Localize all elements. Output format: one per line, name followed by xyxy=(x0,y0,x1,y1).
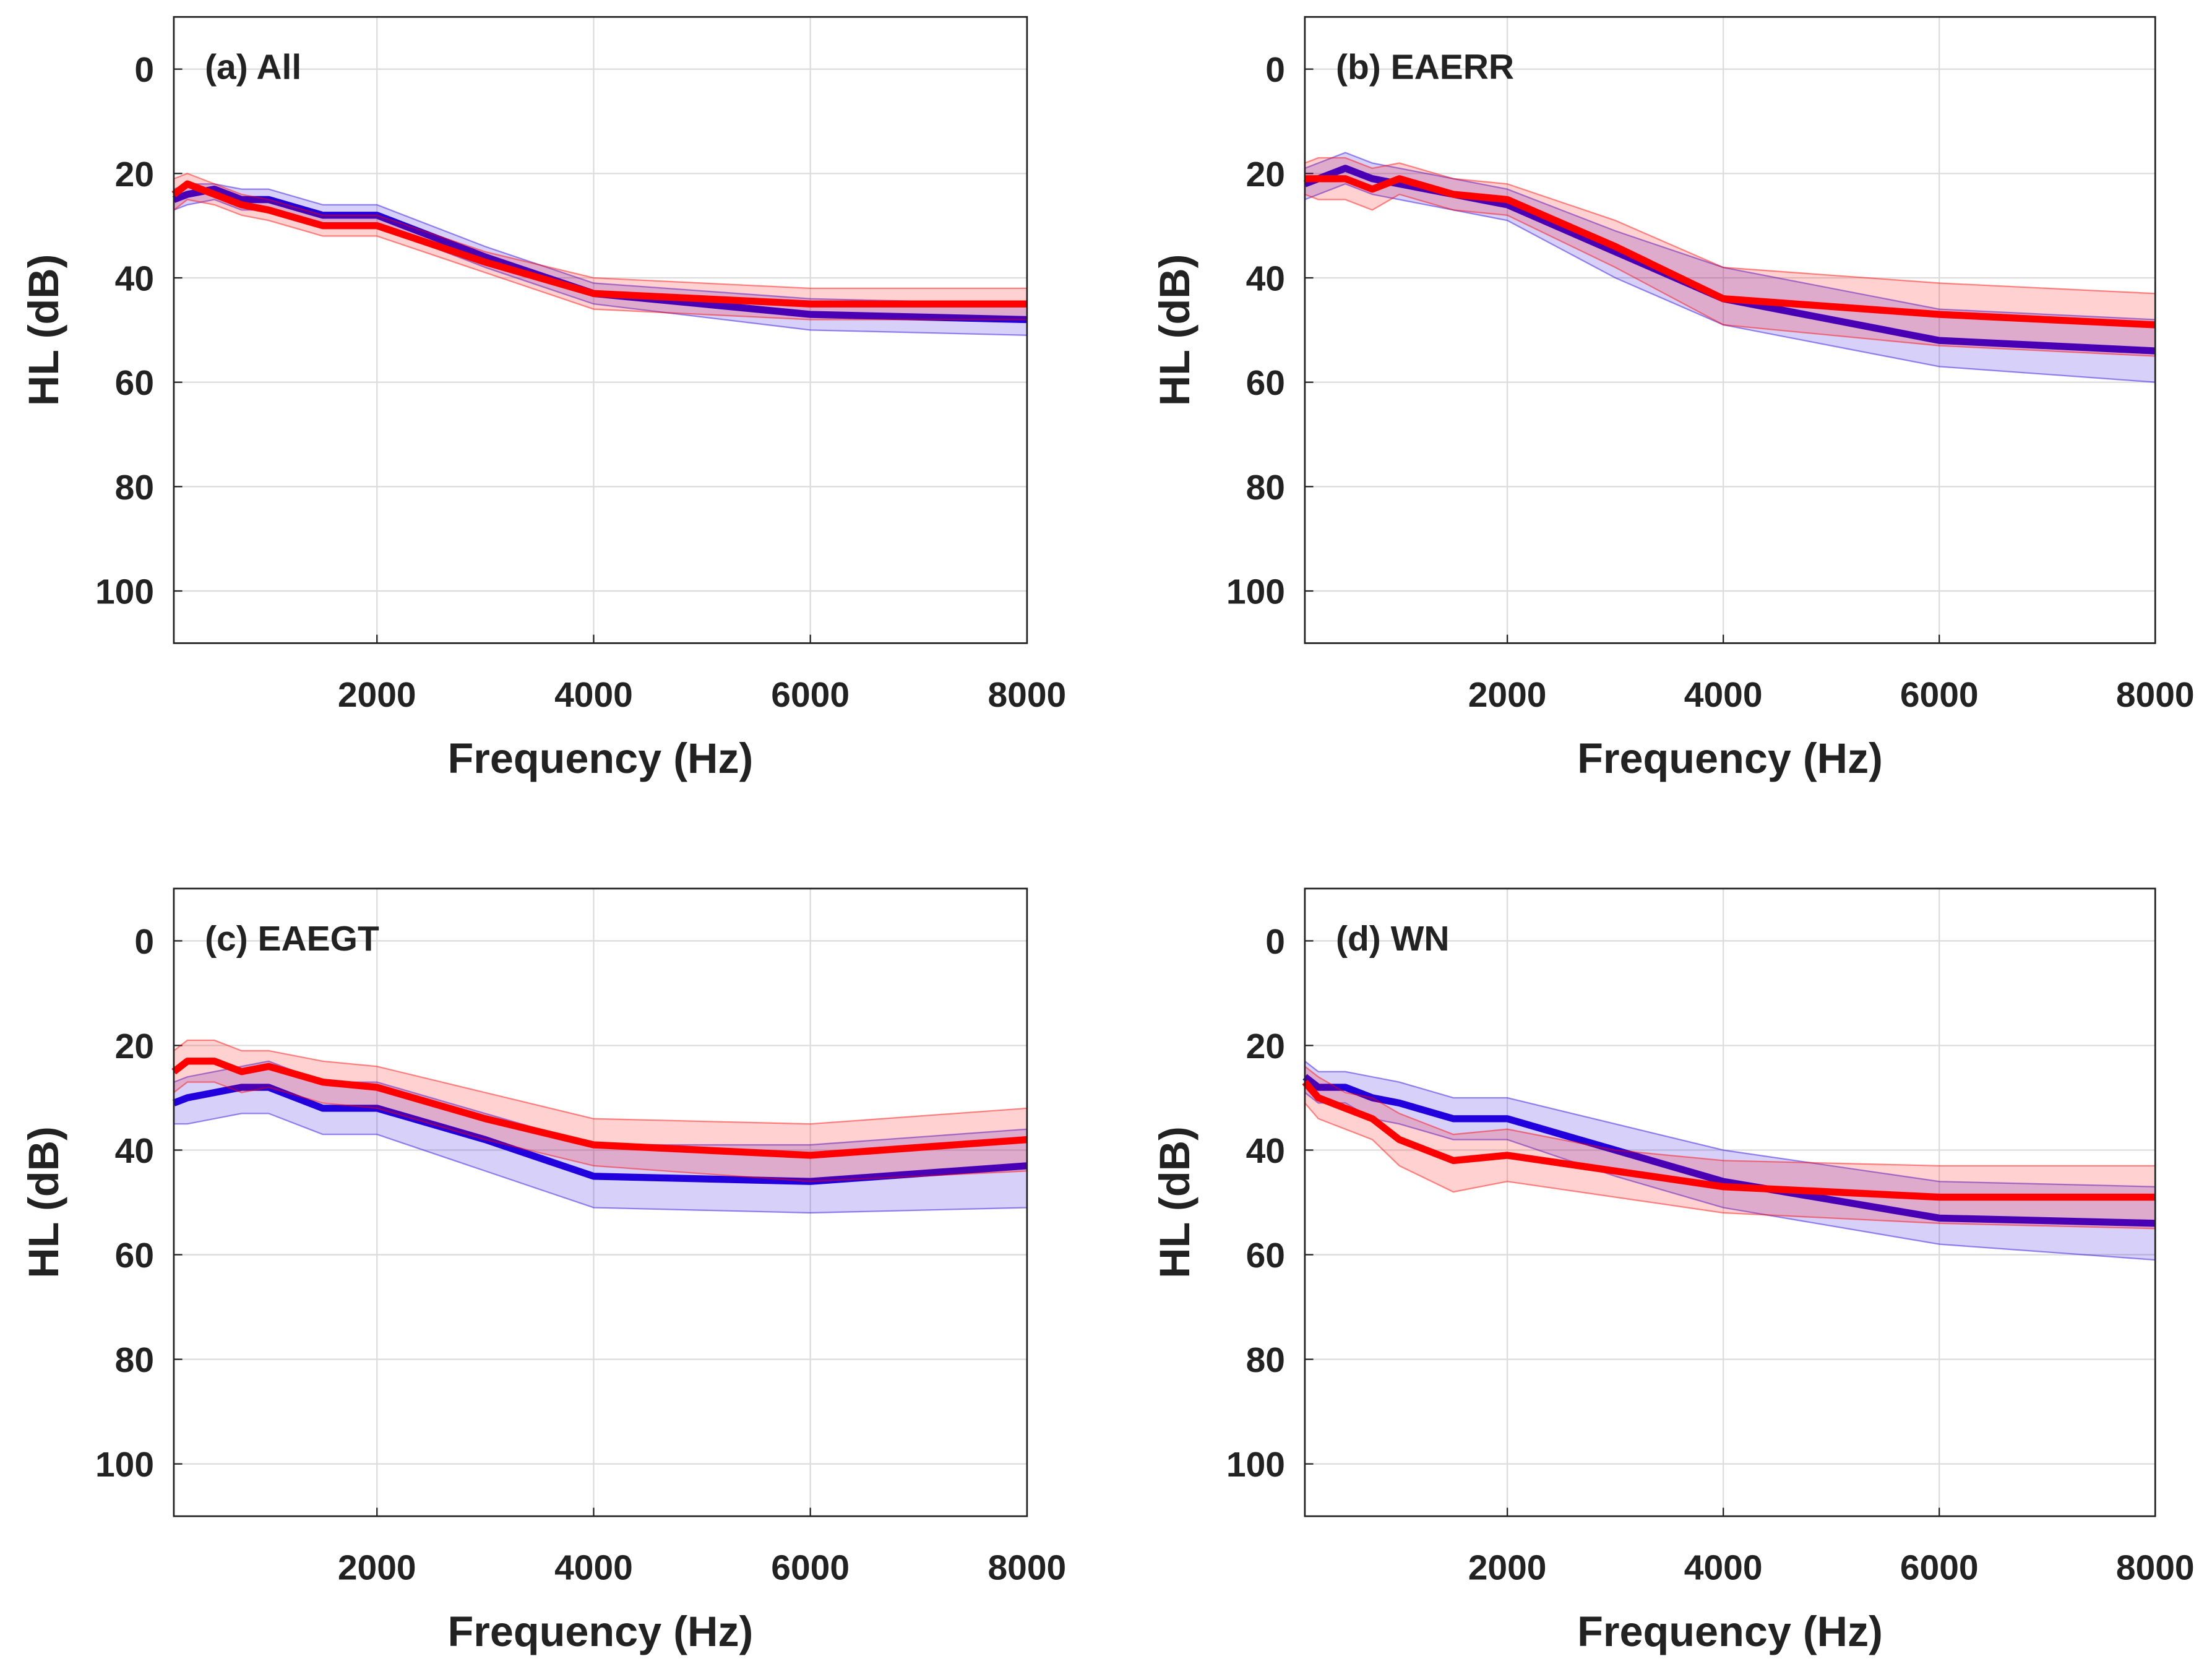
y-tick-label: 80 xyxy=(1246,468,1285,507)
y-tick-label: 0 xyxy=(1265,922,1285,962)
y-tick-label: 80 xyxy=(115,468,154,507)
x-tick-label: 8000 xyxy=(988,1548,1066,1588)
x-tick-label: 2000 xyxy=(1468,1548,1547,1588)
y-axis-label: HL (dB) xyxy=(1151,1126,1199,1278)
axes-box xyxy=(1304,15,2156,644)
panel-title: (d) WN xyxy=(1336,919,1449,959)
y-tick-label: 40 xyxy=(115,1131,154,1171)
x-tick-label: 8000 xyxy=(2116,675,2195,715)
x-tick-label: 2000 xyxy=(1468,675,1547,715)
x-tick-label: 8000 xyxy=(988,675,1066,715)
y-tick-label: 100 xyxy=(95,572,154,612)
x-axis-label: Frequency (Hz) xyxy=(448,1608,754,1655)
series-line xyxy=(171,180,1027,308)
axes-box xyxy=(1304,887,2156,1517)
y-tick-label: 20 xyxy=(1246,155,1285,194)
panel-title: (c) EAEGT xyxy=(205,919,379,959)
plot-area xyxy=(1304,888,2156,1517)
y-tick-label: 60 xyxy=(1246,1236,1285,1275)
y-tick-label: 40 xyxy=(1246,1131,1285,1171)
x-tick-label: 2000 xyxy=(338,675,416,715)
y-axis-label: HL (dB) xyxy=(1151,254,1199,407)
y-tick-label: 60 xyxy=(115,1236,154,1275)
plot-area xyxy=(173,888,1027,1517)
y-tick-label: 0 xyxy=(134,922,154,962)
axes-box xyxy=(173,15,1028,644)
x-tick-label: 6000 xyxy=(771,675,850,715)
y-tick-label: 20 xyxy=(115,1027,154,1066)
y-axis-label: HL (dB) xyxy=(20,254,67,407)
plot-area xyxy=(173,17,1027,644)
y-tick-label: 60 xyxy=(1246,363,1285,403)
x-tick-label: 6000 xyxy=(1900,675,1979,715)
x-axis-label: Frequency (Hz) xyxy=(1577,1608,1883,1655)
x-tick-label: 4000 xyxy=(1684,675,1763,715)
y-tick-label: 80 xyxy=(1246,1340,1285,1380)
x-tick-label: 8000 xyxy=(2116,1548,2195,1588)
panel-title: (b) EAERR xyxy=(1336,48,1514,87)
y-tick-label: 20 xyxy=(115,155,154,194)
x-tick-label: 4000 xyxy=(554,675,633,715)
y-tick-label: 0 xyxy=(134,50,154,90)
x-axis-label: Frequency (Hz) xyxy=(448,735,754,782)
y-tick-label: 100 xyxy=(1226,1445,1285,1485)
x-tick-label: 6000 xyxy=(771,1548,850,1588)
y-axis-label: HL (dB) xyxy=(20,1126,67,1278)
series-line xyxy=(171,1058,1028,1159)
x-axis-label: Frequency (Hz) xyxy=(1577,735,1883,782)
x-tick-label: 4000 xyxy=(554,1548,633,1588)
panel-title: (a) All xyxy=(205,48,301,87)
series-line xyxy=(172,1084,1028,1185)
x-tick-label: 6000 xyxy=(1900,1548,1979,1588)
series-line xyxy=(1302,1079,2156,1201)
y-tick-label: 60 xyxy=(115,363,154,403)
y-tick-label: 40 xyxy=(1246,259,1285,299)
series-line xyxy=(1304,175,2156,329)
y-tick-label: 0 xyxy=(1265,50,1285,90)
x-tick-label: 4000 xyxy=(1684,1548,1763,1588)
y-tick-label: 100 xyxy=(1226,572,1285,612)
y-tick-label: 20 xyxy=(1246,1027,1285,1066)
axes-box xyxy=(173,887,1028,1517)
y-tick-label: 40 xyxy=(115,259,154,299)
x-tick-label: 2000 xyxy=(338,1548,416,1588)
y-tick-label: 100 xyxy=(95,1445,154,1485)
plot-area xyxy=(1304,17,2156,644)
y-tick-label: 80 xyxy=(115,1340,154,1380)
